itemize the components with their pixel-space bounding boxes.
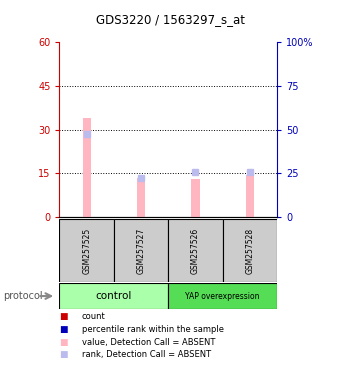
Text: control: control [96,291,132,301]
FancyBboxPatch shape [114,219,168,282]
Text: ■: ■ [59,325,68,334]
Text: value, Detection Call = ABSENT: value, Detection Call = ABSENT [82,338,215,347]
Text: ■: ■ [59,312,68,321]
Bar [246,175,254,217]
Bar [191,179,200,217]
Text: percentile rank within the sample: percentile rank within the sample [82,325,224,334]
FancyBboxPatch shape [168,283,277,309]
Bar [137,178,145,217]
FancyBboxPatch shape [168,219,223,282]
FancyBboxPatch shape [223,219,277,282]
Text: GSM257525: GSM257525 [82,227,91,274]
Text: ■: ■ [59,338,68,347]
Text: GSM257528: GSM257528 [245,227,254,274]
Text: ■: ■ [59,350,68,359]
FancyBboxPatch shape [59,283,168,309]
Text: rank, Detection Call = ABSENT: rank, Detection Call = ABSENT [82,350,211,359]
FancyBboxPatch shape [59,219,114,282]
Text: GDS3220 / 1563297_s_at: GDS3220 / 1563297_s_at [96,13,244,26]
Text: GSM257526: GSM257526 [191,227,200,274]
Bar [83,118,91,217]
Text: YAP overexpression: YAP overexpression [185,291,260,301]
Text: protocol: protocol [3,291,43,301]
Text: GSM257527: GSM257527 [137,227,146,274]
Text: count: count [82,312,105,321]
